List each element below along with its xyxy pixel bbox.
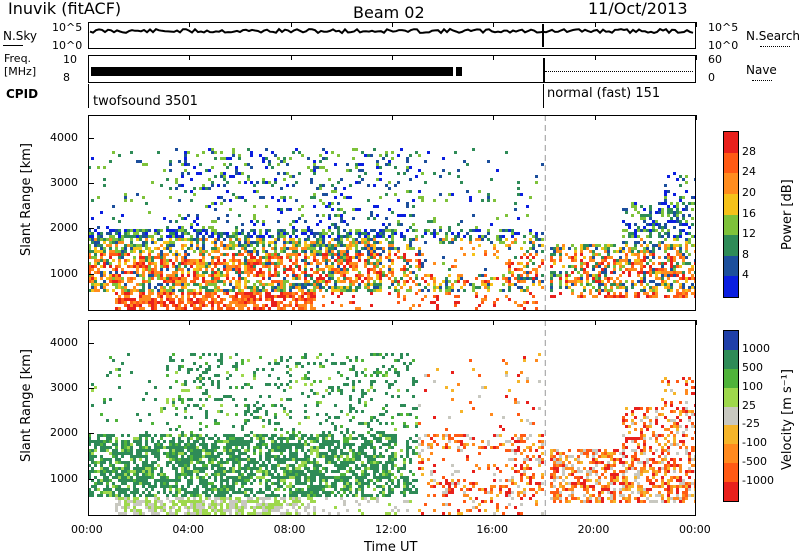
noise-tick-bottom: 10^0 <box>52 40 82 51</box>
nave-tick-bottom: 0 <box>708 72 715 83</box>
nave-label: Nave <box>746 64 777 76</box>
freq-unit: [MHz] <box>4 66 36 77</box>
cpid-start-mark <box>88 84 89 108</box>
nsky-line <box>3 45 23 46</box>
nsearch-label: N.Search <box>746 30 800 42</box>
noise-tick-right-bottom: 10^0 <box>708 40 738 51</box>
cpid-segment-2: normal (fast) 151 <box>547 87 660 100</box>
freq-bar-segment-1 <box>91 67 453 76</box>
freq-tick-top: 10 <box>63 54 77 65</box>
cpid-segment-1: twofsound 3501 <box>93 95 198 108</box>
freq-label: Freq. <box>4 53 31 64</box>
cpid-label: CPID <box>6 88 38 100</box>
nave-tick-top: 60 <box>708 54 722 65</box>
freq-bar-segment-2 <box>456 67 462 76</box>
noise-tick-right-top: 10^5 <box>708 22 738 33</box>
cpid-divider <box>543 84 544 108</box>
nave-trace <box>545 71 693 72</box>
noise-tick-top: 10^5 <box>52 22 82 33</box>
beam-title: Beam 02 <box>353 5 425 21</box>
nsky-label: N.Sky <box>3 30 37 42</box>
station-title: Inuvik (fitACF) <box>8 1 121 17</box>
date-title: 11/Oct/2013 <box>588 1 688 17</box>
power-ylabel: Slant Range [km] <box>20 143 33 256</box>
nave-line <box>752 80 772 81</box>
freq-tick-bottom: 8 <box>63 72 70 83</box>
nsearch-line <box>760 46 790 47</box>
freq-divider <box>543 58 545 82</box>
power-frame <box>88 115 696 311</box>
